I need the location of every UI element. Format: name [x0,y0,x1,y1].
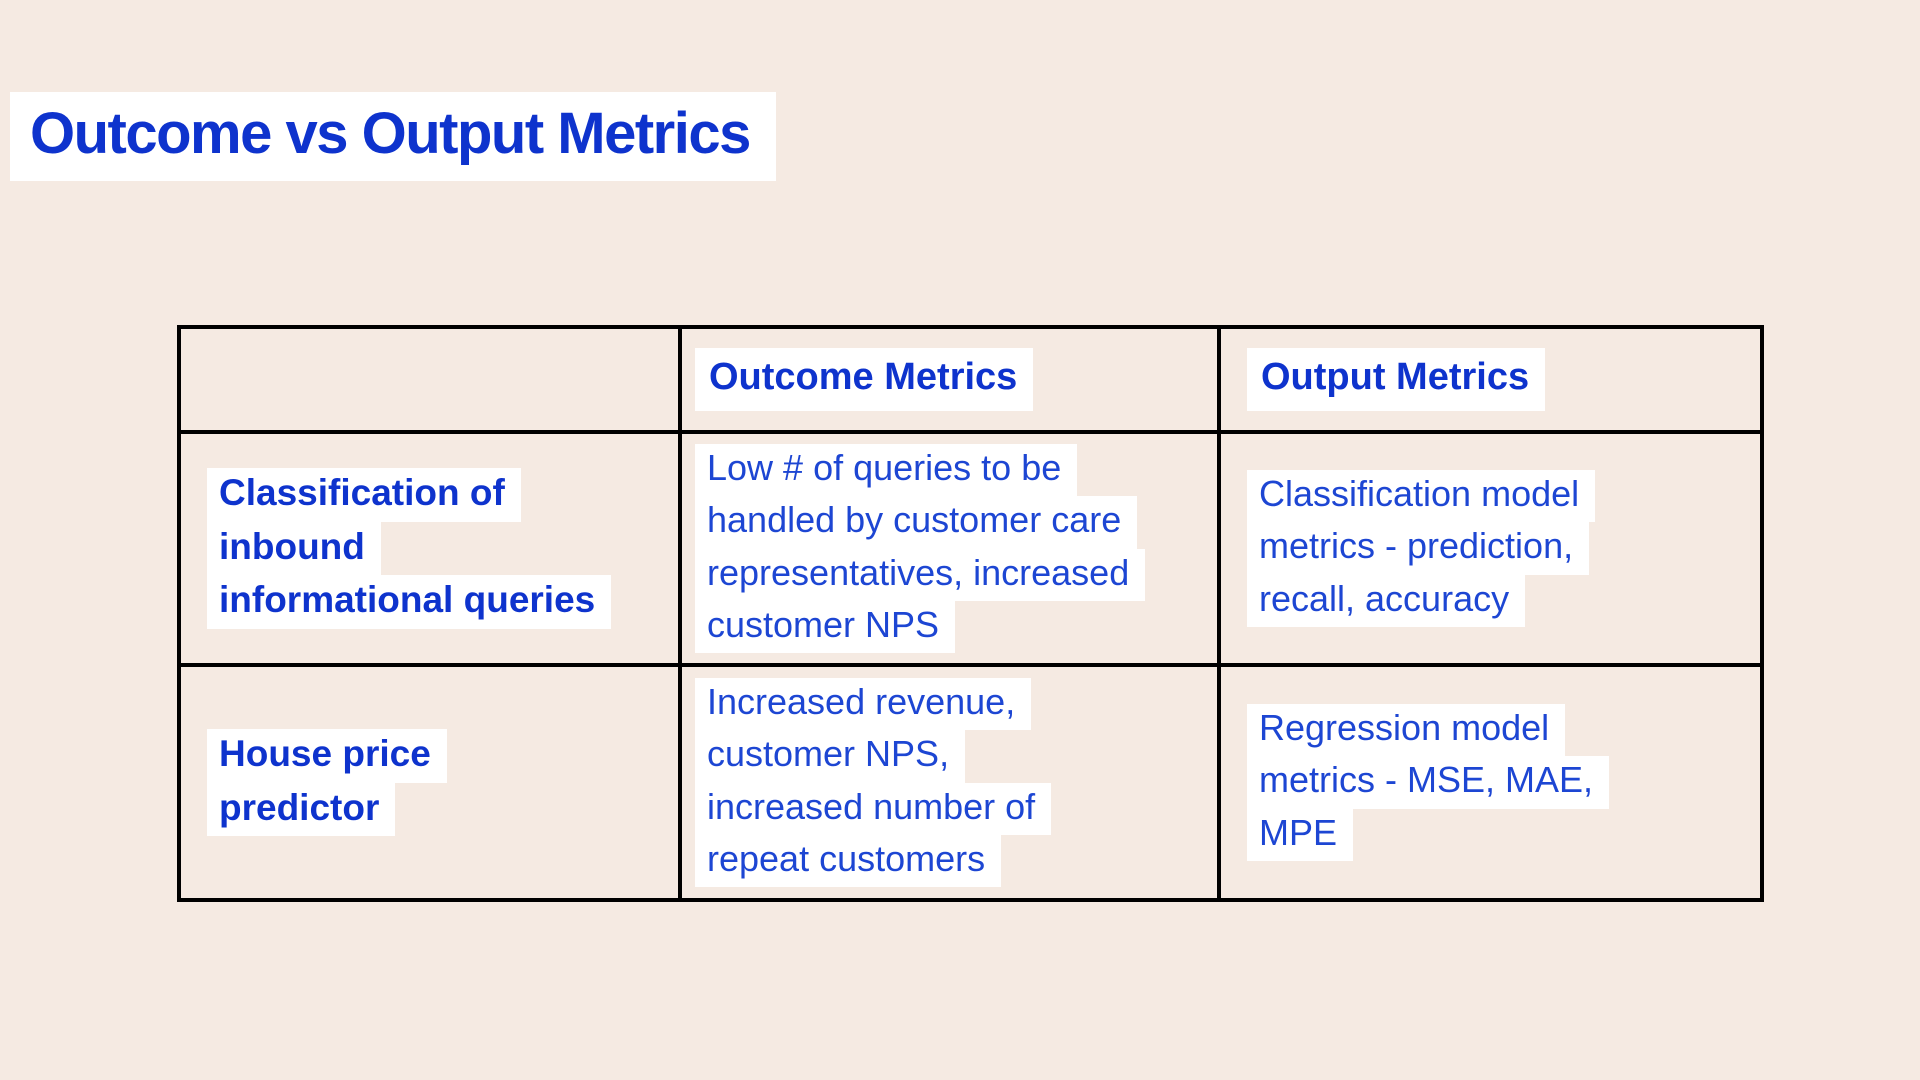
table-header-row: Outcome Metrics Output Metrics [177,325,1764,434]
row-label-classification: Classification of inbound informational … [177,430,682,667]
row-label-line: Classification of [207,468,521,522]
cell-house-price-output: Regression model metrics - MSE, MAE, MPE [1217,663,1764,902]
cell-house-price-outcome: Increased revenue, customer NPS, increas… [678,663,1221,902]
cell-text-line: Classification model [1247,469,1596,523]
output-metrics-header-label: Output Metrics [1247,348,1546,411]
cell-text-line: Increased revenue, [695,677,1032,731]
row-label-house-price: House price predictor [177,663,682,902]
row-label-line: inbound [207,521,381,576]
cell-text-line: Regression model [1247,703,1566,757]
slide-title-text: Outcome vs Output Metrics [10,92,776,181]
cell-text-line: customer NPS, [695,730,966,783]
cell-text-line: increased number of [695,782,1052,835]
cell-text-line: representatives, increased [695,548,1146,601]
table-row-classification: Classification of inbound informational … [177,430,1764,667]
cell-text-line: recall, accuracy [1247,574,1526,628]
cell-text-line: metrics - MSE, MAE, [1247,756,1610,809]
cell-text-line: MPE [1247,808,1354,862]
header-cell-outcome-metrics: Outcome Metrics [678,325,1221,434]
cell-text-line: repeat customers [695,834,1002,888]
cell-text-line: handled by customer care [695,496,1138,549]
header-cell-empty [177,325,682,434]
table-row-house-price: House price predictor Increased revenue,… [177,663,1764,902]
slide-title: Outcome vs Output Metrics [10,92,776,181]
row-label-line: predictor [207,782,396,837]
metrics-comparison-table: Outcome Metrics Output Metrics Classific… [177,325,1764,902]
cell-classification-outcome: Low # of queries to be handled by custom… [678,430,1221,667]
cell-text-line: metrics - prediction, [1247,522,1590,575]
cell-text-line: customer NPS [695,600,956,654]
row-label-line: House price [207,728,447,783]
row-label-line: informational queries [207,575,612,629]
cell-classification-output: Classification model metrics - predictio… [1217,430,1764,667]
cell-text-line: Low # of queries to be [695,443,1078,497]
outcome-metrics-header-label: Outcome Metrics [695,348,1034,411]
header-cell-output-metrics: Output Metrics [1217,325,1764,434]
